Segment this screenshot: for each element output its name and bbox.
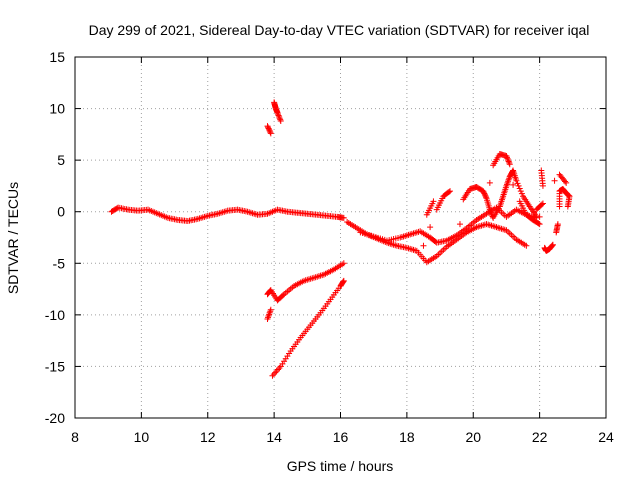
data-point	[505, 157, 512, 164]
data-point	[557, 172, 564, 179]
data-point	[513, 177, 520, 184]
data-point	[272, 369, 279, 376]
data-point	[514, 180, 521, 187]
data-point	[430, 198, 437, 205]
data-point	[275, 112, 282, 119]
data-point	[565, 192, 572, 199]
series-lower-diagonal	[269, 277, 347, 379]
x-tick-label: 12	[200, 429, 216, 445]
data-point	[515, 182, 522, 189]
y-tick-label: 10	[49, 101, 65, 117]
data-point	[276, 364, 283, 371]
data-point	[445, 188, 452, 195]
y-axis-title: SDTVAR / TECUs	[5, 182, 21, 294]
data-point	[447, 188, 454, 195]
data-point	[420, 242, 427, 249]
data-point	[274, 109, 281, 116]
series-evening-track-d	[456, 167, 540, 228]
series-upper-arc	[264, 99, 284, 137]
y-tick-label: 15	[49, 49, 65, 65]
data-point	[267, 306, 274, 313]
data-point	[536, 213, 543, 220]
data-point	[277, 117, 284, 124]
data-point	[523, 242, 530, 249]
data-point	[534, 205, 541, 212]
axis-ticks: 8 10 12 14 16 18 20 22 24 -20 -15 -10 -5 0 5 10 15	[45, 49, 614, 445]
data-point	[486, 179, 493, 186]
data-point	[533, 212, 540, 219]
data-point	[535, 220, 542, 227]
y-tick-label: 5	[57, 152, 65, 168]
series-evening-track-c	[420, 188, 454, 249]
y-tick-label: -10	[45, 307, 65, 323]
data-point	[487, 209, 494, 216]
x-tick-label: 10	[134, 429, 150, 445]
data-point	[533, 206, 540, 213]
data-point	[277, 116, 284, 123]
data-point	[274, 111, 281, 118]
data-point	[506, 161, 513, 168]
data-point	[274, 366, 281, 373]
x-tick-label: 14	[266, 429, 282, 445]
series-evening-track-b	[357, 204, 540, 246]
chart-title: Day 299 of 2021, Sidereal Day-to-day VTE…	[89, 22, 590, 38]
y-tick-label: -5	[53, 255, 66, 271]
data-point	[564, 203, 571, 210]
x-tick-label: 24	[598, 429, 614, 445]
x-tick-label: 18	[399, 429, 415, 445]
x-tick-label: 20	[465, 429, 481, 445]
data-point	[517, 188, 524, 195]
data-point	[554, 221, 561, 228]
data-point	[276, 115, 283, 122]
data-point	[456, 221, 463, 228]
data-point	[549, 242, 556, 249]
data-point	[427, 224, 434, 231]
data-point	[549, 241, 556, 248]
data-point	[556, 171, 563, 178]
data-point	[510, 181, 517, 188]
data-point	[486, 206, 493, 213]
series-late-scatter	[533, 167, 573, 254]
data-point	[539, 182, 546, 189]
data-point	[503, 154, 510, 161]
y-tick-label: -20	[45, 410, 65, 426]
series-baseline-track	[108, 204, 347, 224]
data-point	[270, 371, 277, 378]
data-point	[276, 113, 283, 120]
data-point	[340, 278, 347, 285]
data-point	[482, 194, 489, 201]
data-point	[516, 185, 523, 192]
data-point	[536, 221, 543, 228]
series-middle-lower-arc	[264, 260, 347, 322]
series-evening-track-e	[486, 150, 543, 228]
data-point	[340, 277, 347, 284]
data-point	[267, 130, 274, 137]
x-tick-label: 22	[532, 429, 548, 445]
data-point	[340, 260, 347, 267]
data-point	[487, 208, 494, 215]
data-point	[518, 190, 525, 197]
x-axis-title: GPS time / hours	[287, 458, 394, 474]
grid	[75, 57, 606, 418]
series-evening-track-a	[344, 219, 530, 266]
y-tick-label: 0	[57, 204, 65, 220]
data-point	[504, 155, 511, 162]
data-point	[340, 214, 347, 221]
data-point	[506, 159, 513, 166]
data-point	[503, 153, 510, 160]
x-tick-label: 8	[71, 429, 79, 445]
data-point	[548, 243, 555, 250]
data-point	[267, 129, 274, 136]
y-tick-label: -15	[45, 358, 65, 374]
x-tick-label: 16	[333, 429, 349, 445]
data-point	[551, 177, 558, 184]
data-point	[505, 158, 512, 165]
data-points	[108, 99, 573, 379]
